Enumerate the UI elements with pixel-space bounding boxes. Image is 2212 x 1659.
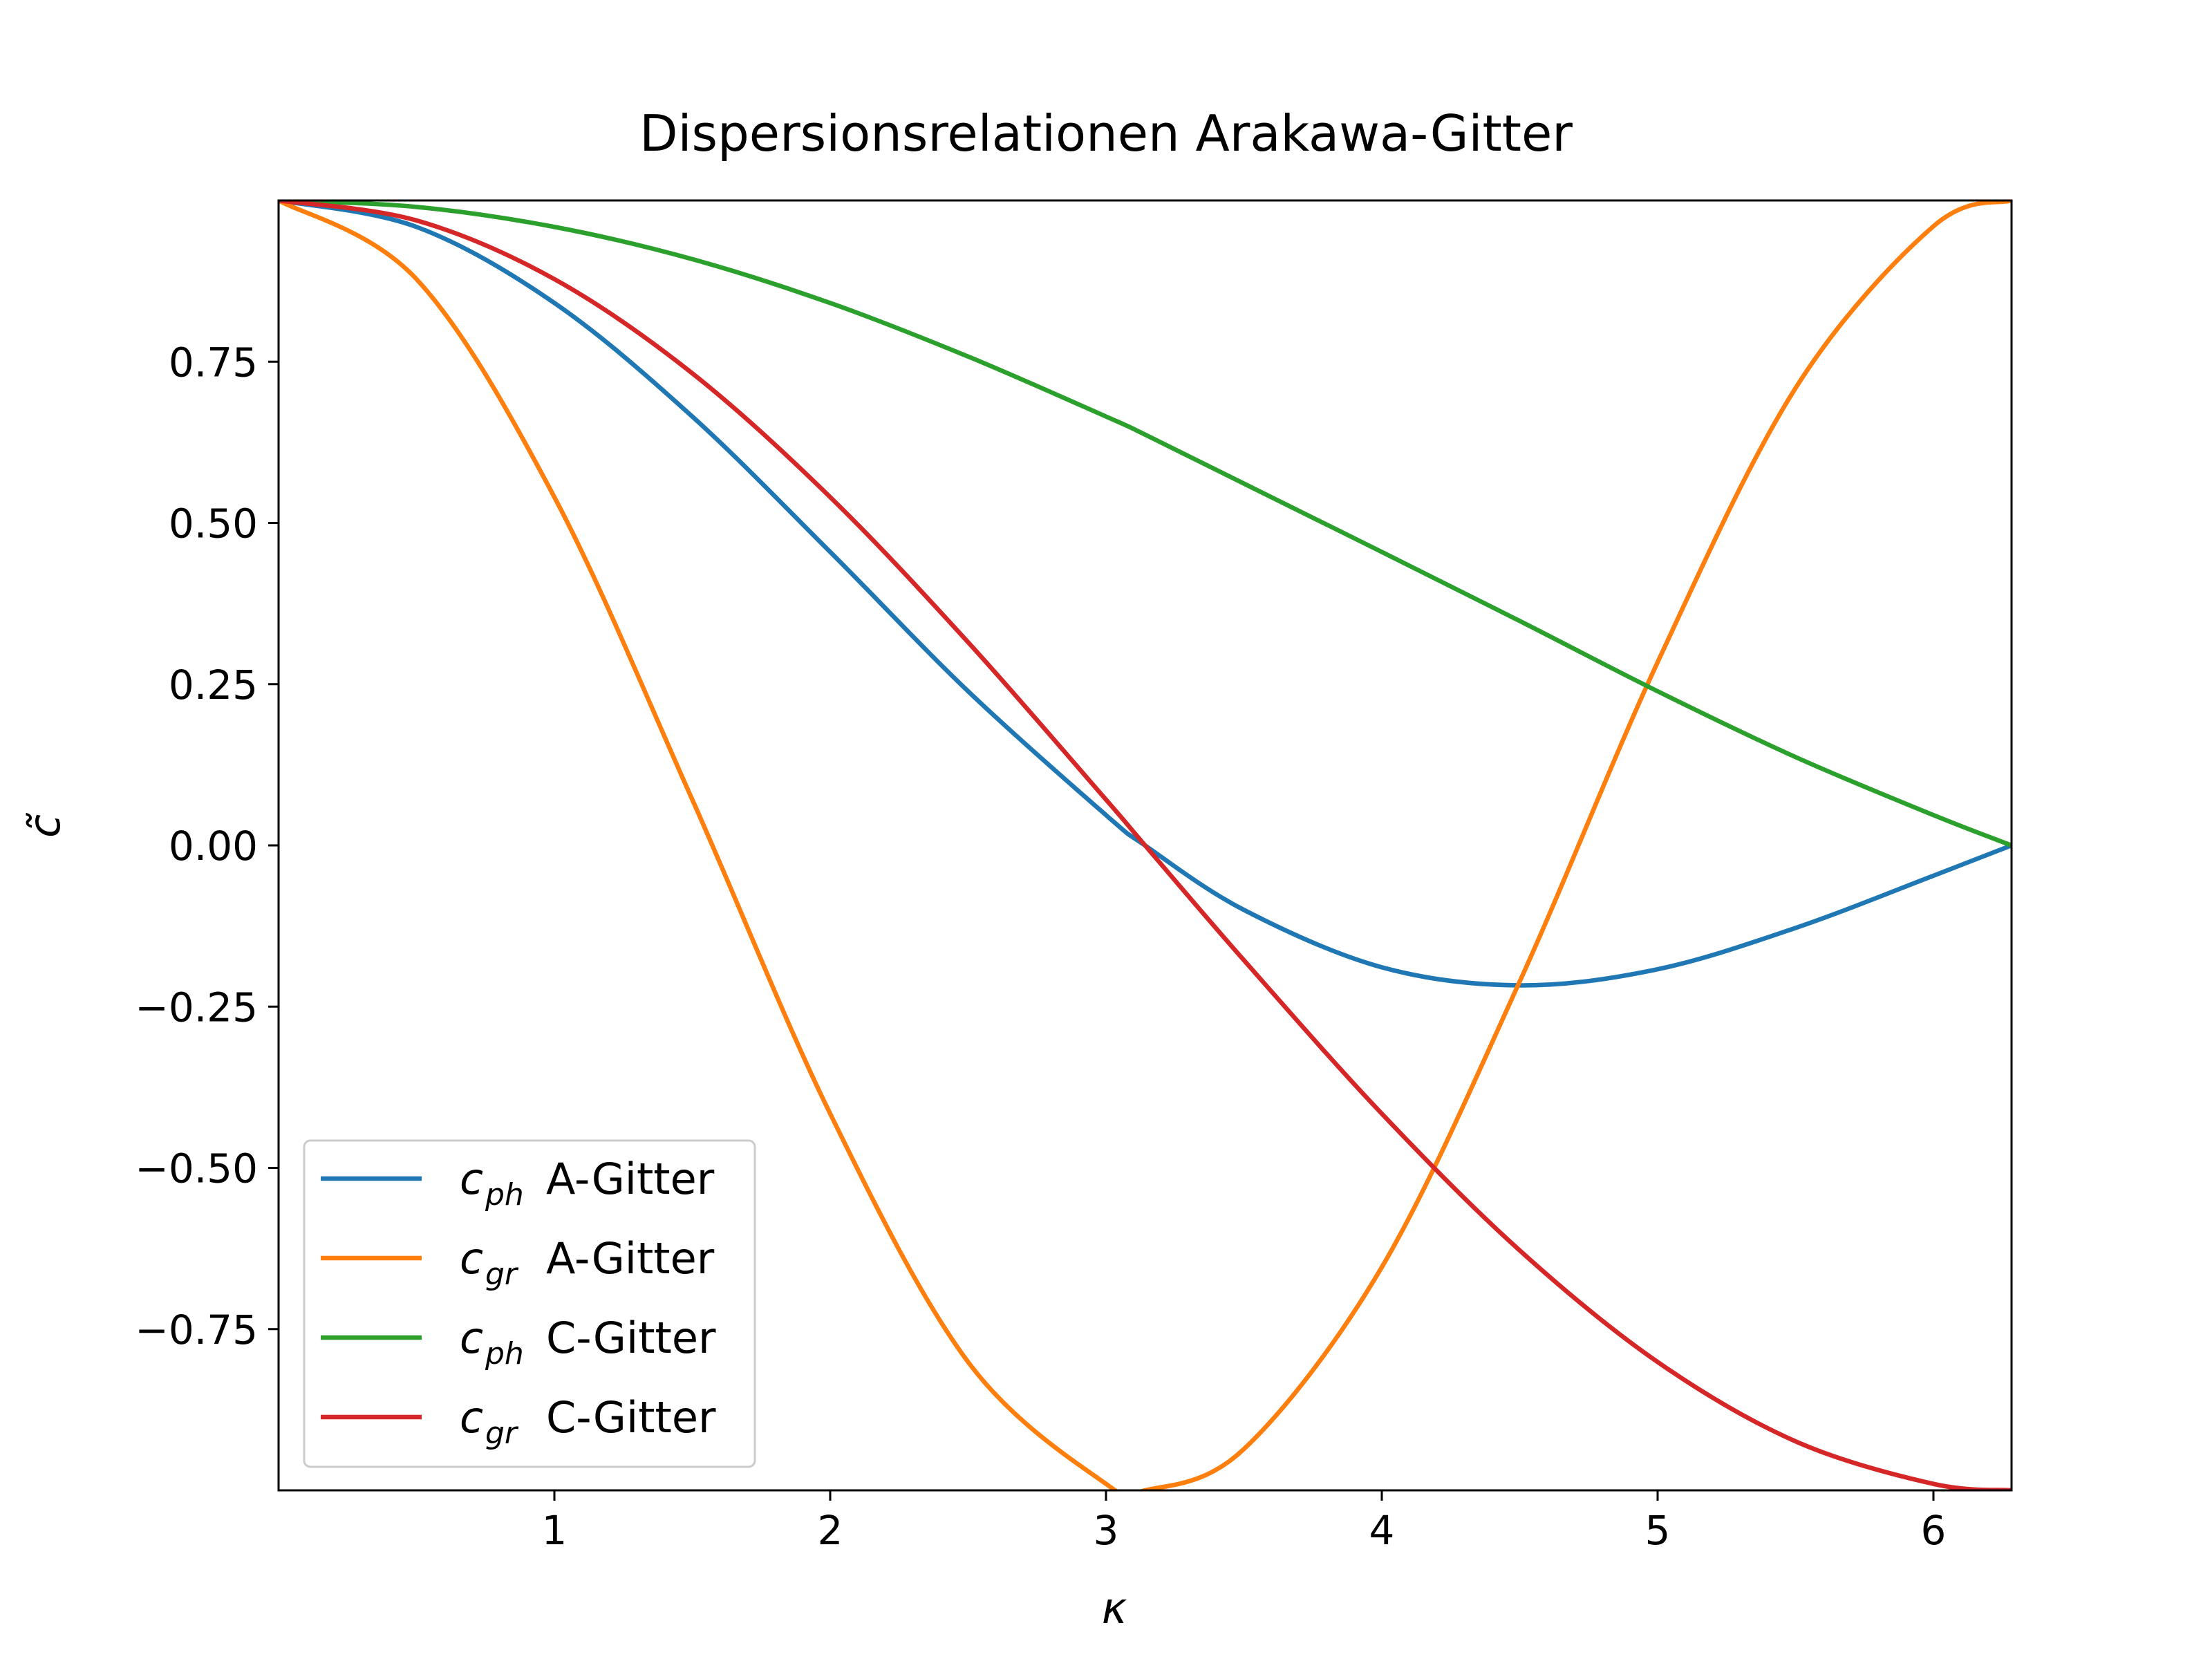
legend-symbol: c bbox=[460, 1392, 483, 1443]
y-axis-label: c̃ bbox=[19, 813, 70, 838]
x-axis-label: κ bbox=[1102, 1583, 1127, 1633]
series-group bbox=[279, 200, 2012, 1490]
y-tick-label: −0.25 bbox=[135, 984, 258, 1031]
chart-title: Dispersionsrelationen Arakawa-Gitter bbox=[639, 104, 1573, 162]
x-tick-label: 2 bbox=[818, 1507, 843, 1554]
legend-symbol: c bbox=[460, 1313, 483, 1363]
legend-subscript: gr bbox=[485, 1416, 519, 1451]
legend-symbol: c bbox=[460, 1233, 483, 1284]
x-tick-label: 1 bbox=[542, 1507, 568, 1554]
legend-subscript: ph bbox=[485, 1177, 524, 1212]
y-tick-label: 0.75 bbox=[169, 339, 258, 386]
legend-label: C-Gitter bbox=[546, 1392, 716, 1443]
x-tick-label: 6 bbox=[1921, 1507, 1947, 1554]
y-tick-label: 0.25 bbox=[169, 662, 258, 709]
legend-subscript: gr bbox=[485, 1257, 519, 1292]
y-tick-label: −0.75 bbox=[135, 1306, 258, 1353]
y-tick-label: 0.50 bbox=[169, 500, 258, 547]
legend-symbol: c bbox=[460, 1154, 483, 1204]
y-tick-label: 0.00 bbox=[169, 823, 258, 870]
series-line-1 bbox=[279, 200, 2012, 1490]
legend-label: C-Gitter bbox=[546, 1313, 716, 1363]
legend-subscript: ph bbox=[485, 1336, 524, 1371]
series-line-3 bbox=[279, 200, 2012, 1490]
plot-area: 1 2 3 4 5 6 −0.75 −0.50 −0.25 0.00 0.25 0.50 0.75 bbox=[135, 199, 2013, 1554]
x-tick-label: 3 bbox=[1094, 1507, 1119, 1554]
legend-box bbox=[303, 1139, 756, 1468]
legend-label: A-Gitter bbox=[546, 1154, 715, 1204]
y-tick-label: −0.50 bbox=[135, 1145, 258, 1192]
x-tick-label: 4 bbox=[1369, 1507, 1395, 1554]
series-line-2 bbox=[279, 200, 2012, 848]
x-tick-label: 5 bbox=[1645, 1507, 1671, 1554]
series-line-0 bbox=[279, 200, 2012, 988]
legend-label: A-Gitter bbox=[546, 1233, 715, 1284]
